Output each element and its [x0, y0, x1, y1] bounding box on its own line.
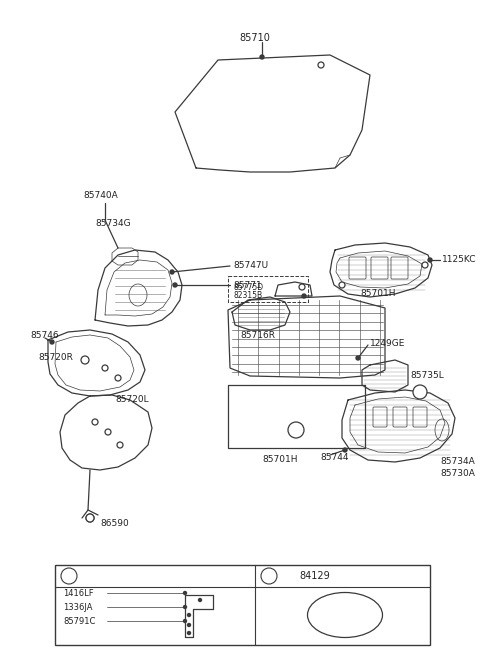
FancyBboxPatch shape — [373, 407, 387, 427]
Circle shape — [86, 514, 94, 522]
Text: 85744: 85744 — [320, 453, 348, 462]
Circle shape — [183, 591, 187, 595]
Circle shape — [183, 605, 187, 608]
Text: 85734A: 85734A — [440, 457, 475, 466]
Text: 85720L: 85720L — [115, 396, 149, 405]
Text: 1249GE: 1249GE — [370, 339, 406, 348]
Text: 82315B: 82315B — [233, 291, 262, 301]
Text: 85701H: 85701H — [262, 455, 298, 464]
Circle shape — [199, 599, 202, 601]
Text: 85730A: 85730A — [440, 468, 475, 477]
Ellipse shape — [308, 593, 383, 637]
Bar — [55, 565, 430, 645]
Text: 1416LF: 1416LF — [63, 588, 94, 597]
Text: a: a — [66, 571, 72, 581]
Text: 85746: 85746 — [30, 331, 59, 339]
Circle shape — [92, 419, 98, 425]
Circle shape — [81, 356, 89, 364]
Text: 85720R: 85720R — [38, 354, 73, 362]
Circle shape — [86, 514, 94, 522]
Circle shape — [50, 340, 54, 344]
Text: b: b — [417, 388, 423, 396]
Circle shape — [261, 568, 277, 584]
FancyBboxPatch shape — [413, 407, 427, 427]
Circle shape — [339, 282, 345, 288]
Text: a: a — [293, 425, 299, 435]
Circle shape — [188, 624, 191, 626]
Circle shape — [117, 442, 123, 448]
Circle shape — [260, 55, 264, 59]
Circle shape — [188, 631, 191, 635]
Text: b: b — [266, 571, 272, 581]
Circle shape — [422, 262, 428, 268]
Circle shape — [61, 568, 77, 584]
Circle shape — [288, 422, 304, 438]
Text: 85716R: 85716R — [240, 331, 275, 339]
Circle shape — [188, 614, 191, 616]
Circle shape — [115, 375, 121, 381]
Circle shape — [302, 294, 306, 298]
Circle shape — [183, 620, 187, 622]
Text: 85740A: 85740A — [83, 191, 118, 200]
Circle shape — [318, 62, 324, 68]
Text: 85775D: 85775D — [233, 282, 263, 291]
Ellipse shape — [435, 419, 449, 441]
Circle shape — [428, 258, 432, 262]
Circle shape — [170, 270, 174, 274]
Circle shape — [343, 448, 347, 452]
Circle shape — [413, 385, 427, 399]
Text: 85701H: 85701H — [360, 288, 396, 297]
Circle shape — [105, 429, 111, 435]
Text: 1336JA: 1336JA — [63, 603, 93, 612]
Circle shape — [102, 365, 108, 371]
Text: 86590: 86590 — [100, 519, 129, 529]
Circle shape — [299, 284, 305, 290]
Text: 85791C: 85791C — [63, 616, 96, 626]
Text: 1125KC: 1125KC — [442, 255, 477, 265]
Ellipse shape — [129, 284, 147, 306]
FancyBboxPatch shape — [393, 407, 407, 427]
Bar — [228, 276, 308, 302]
Text: 84129: 84129 — [300, 571, 330, 581]
Text: 85747U: 85747U — [233, 261, 268, 269]
FancyBboxPatch shape — [391, 257, 408, 279]
Text: 85710: 85710 — [240, 33, 270, 43]
Text: 85771: 85771 — [233, 280, 262, 290]
Circle shape — [173, 283, 177, 287]
Circle shape — [356, 356, 360, 360]
FancyBboxPatch shape — [371, 257, 388, 279]
Text: 85735L: 85735L — [410, 371, 444, 379]
Circle shape — [88, 517, 92, 519]
FancyBboxPatch shape — [349, 257, 366, 279]
Text: 85734G: 85734G — [95, 219, 131, 227]
